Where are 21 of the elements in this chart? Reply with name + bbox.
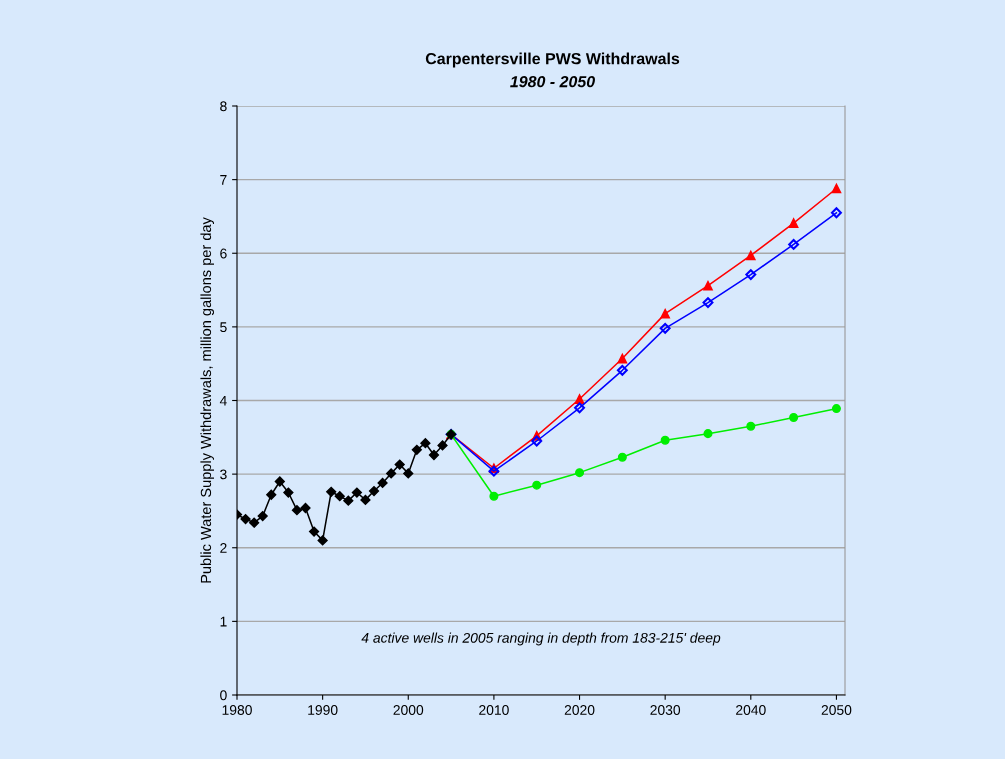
x-tick-label: 2040 bbox=[736, 705, 766, 715]
x-tick-label: 1980 bbox=[222, 705, 252, 715]
x-tick-label: 2020 bbox=[564, 705, 595, 715]
y-tick-label: 4 bbox=[219, 395, 227, 406]
y-tick-label: 3 bbox=[220, 469, 227, 480]
y-tick-label: 0 bbox=[220, 690, 227, 701]
x-tick-label: 1990 bbox=[308, 705, 338, 715]
annotation: 4 active wells in 2005 ranging in depth from 183-215' deep bbox=[361, 632, 721, 646]
y-tick-label: 5 bbox=[220, 322, 227, 333]
y-tick-label: 6 bbox=[220, 248, 227, 259]
y-tick-label: 1 bbox=[220, 616, 227, 627]
x-tick-label: 2050 bbox=[821, 705, 852, 715]
y-tick-label: 8 bbox=[220, 101, 227, 112]
y-tick-label: 2 bbox=[220, 543, 227, 553]
x-tick-label: 2010 bbox=[479, 705, 509, 715]
y-axis-title: Public Water Supply Withdrawals, million gallons per day bbox=[200, 217, 214, 583]
y-tick-label: 7 bbox=[220, 175, 227, 185]
chart-title: Carpentersville PWS Withdrawals bbox=[425, 52, 680, 68]
chart-subtitle: 1980 - 2050 bbox=[510, 75, 595, 88]
x-tick-label: 2000 bbox=[393, 705, 424, 715]
x-tick-label: 2030 bbox=[650, 705, 681, 715]
